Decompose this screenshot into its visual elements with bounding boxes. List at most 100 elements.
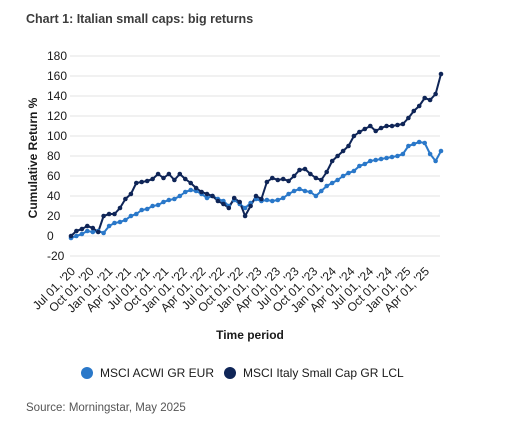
gridlines [70, 55, 440, 257]
data-point-0 [117, 219, 123, 225]
data-point-1 [319, 177, 324, 183]
data-point-0 [242, 205, 248, 211]
legend: MSCI ACWI GR EUR MSCI Italy Small Cap GR… [81, 366, 404, 380]
data-point-0 [395, 153, 400, 159]
data-point-1 [362, 126, 368, 132]
data-point-1 [302, 166, 308, 172]
data-point-1 [368, 123, 373, 129]
data-point-1 [248, 203, 253, 209]
data-point-0 [90, 229, 96, 235]
data-point-1 [106, 211, 112, 217]
data-point-1 [183, 176, 188, 182]
data-point-1 [280, 176, 286, 182]
data-point-0 [161, 199, 166, 205]
data-point-1 [101, 213, 106, 219]
data-point-1 [411, 108, 417, 114]
y-tick-label: 40 [47, 189, 61, 203]
data-point-1 [144, 178, 150, 184]
data-point-1 [237, 199, 242, 205]
data-point-0 [406, 143, 411, 149]
y-tick-label: 180 [47, 49, 67, 63]
data-point-0 [74, 233, 79, 239]
data-point-0 [172, 196, 177, 202]
data-point-1 [150, 176, 155, 182]
y-axis-title: Cumulative Return % [26, 97, 40, 218]
data-point-1 [422, 95, 428, 101]
data-point-1 [215, 198, 221, 204]
data-point-0 [335, 177, 340, 183]
data-point-0 [270, 198, 275, 204]
data-point-1 [357, 129, 362, 135]
data-point-1 [177, 171, 183, 177]
data-point-1 [346, 143, 351, 149]
legend-marker-acwi [81, 367, 93, 379]
data-point-0 [150, 203, 155, 209]
data-point-1 [139, 179, 144, 185]
data-point-0 [144, 206, 150, 212]
y-tick-label: 120 [47, 109, 67, 123]
data-point-1 [231, 195, 237, 201]
data-point-0 [313, 193, 319, 199]
data-point-1 [400, 121, 406, 127]
data-point-0 [433, 158, 438, 164]
data-point-1 [264, 179, 270, 185]
data-point-1 [438, 71, 444, 77]
data-point-1 [199, 189, 204, 195]
data-point-1 [90, 225, 96, 231]
data-point-1 [193, 185, 199, 191]
data-point-1 [79, 226, 85, 232]
data-point-1 [204, 191, 210, 197]
data-point-0 [351, 168, 357, 174]
data-point-1 [259, 196, 264, 202]
data-point-1 [123, 196, 128, 202]
data-point-1 [221, 201, 226, 207]
data-point-1 [427, 97, 433, 103]
data-point-0 [416, 139, 422, 145]
data-point-0 [368, 158, 373, 164]
data-point-0 [286, 191, 291, 197]
data-point-1 [85, 223, 90, 229]
y-tick-label: 80 [47, 149, 61, 163]
data-point-0 [438, 148, 444, 154]
data-point-0 [155, 202, 161, 208]
data-point-1 [335, 153, 340, 159]
data-point-0 [85, 228, 90, 234]
data-point-0 [384, 155, 389, 161]
data-point-0 [204, 195, 210, 201]
series-points [68, 71, 444, 241]
data-point-1 [68, 233, 74, 239]
data-point-0 [106, 223, 112, 229]
data-point-0 [389, 154, 395, 160]
data-point-1 [166, 171, 172, 177]
data-point-1 [210, 193, 215, 199]
data-point-1 [416, 103, 422, 109]
data-point-0 [422, 140, 428, 146]
data-point-1 [275, 177, 281, 183]
y-tick-label: 100 [47, 129, 67, 143]
data-point-0 [183, 189, 188, 195]
data-point-0 [139, 207, 144, 213]
data-point-0 [264, 197, 270, 203]
data-point-0 [177, 193, 183, 199]
data-point-0 [166, 197, 172, 203]
data-point-1 [134, 180, 139, 186]
series-line-1 [70, 73, 442, 237]
data-point-1 [313, 175, 319, 181]
data-point-0 [188, 187, 193, 193]
data-point-0 [319, 188, 324, 194]
data-point-1 [112, 211, 117, 217]
data-point-1 [351, 133, 357, 139]
data-point-1 [395, 122, 400, 128]
data-point-0 [297, 186, 302, 192]
data-point-0 [346, 170, 351, 176]
data-point-1 [188, 180, 193, 186]
data-point-1 [270, 175, 275, 181]
x-axis-title: Time period [216, 328, 284, 342]
data-point-1 [155, 171, 161, 177]
data-point-0 [308, 189, 313, 195]
legend-label-acwi: MSCI ACWI GR EUR [100, 366, 214, 380]
data-point-0 [123, 217, 128, 223]
data-point-1 [226, 205, 232, 211]
